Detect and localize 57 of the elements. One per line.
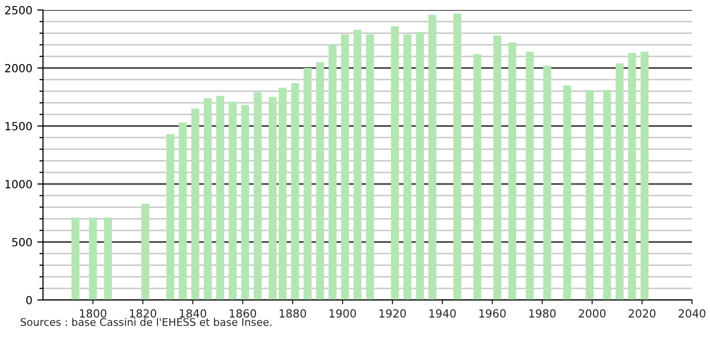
x-tick-label: 1840 [180, 309, 206, 318]
bar [104, 218, 112, 300]
bar [416, 32, 424, 300]
bar [316, 62, 324, 300]
x-tick-label: 1960 [479, 309, 506, 318]
bar [508, 42, 516, 300]
bar [178, 122, 187, 300]
x-tick-label: 1900 [330, 309, 356, 318]
bar [88, 218, 97, 300]
x-tick-label: 1880 [280, 309, 306, 318]
x-tick-label: 2000 [578, 309, 606, 318]
x-tick-label: 1940 [429, 309, 456, 318]
x-tick-label: 1980 [529, 309, 556, 318]
x-tick-label: 1920 [380, 309, 406, 318]
bar [341, 34, 350, 300]
bar [366, 34, 374, 300]
y-tick-label: 1500 [6, 122, 32, 130]
bar [526, 52, 534, 300]
x-tick-label: 1860 [230, 309, 256, 318]
bar [390, 26, 399, 300]
y-tick-label: 500 [12, 238, 32, 246]
bar [141, 204, 150, 300]
bar [304, 68, 312, 300]
bar [586, 90, 594, 300]
x-tick-label: 2020 [628, 309, 656, 318]
bar [191, 108, 200, 300]
bar [278, 88, 287, 300]
bar [291, 83, 300, 300]
y-tick-label: 0 [26, 296, 32, 304]
bar [241, 105, 250, 300]
bar [543, 66, 552, 300]
bar [354, 30, 362, 300]
bar [493, 36, 502, 300]
source-note: Sources : base Cassini de l'EHESS et base Insee. [20, 318, 272, 326]
bar [254, 92, 262, 300]
bar [563, 85, 572, 300]
bar [640, 52, 649, 300]
y-tick-label: 2000 [5, 64, 32, 72]
bar [71, 218, 80, 300]
bar [603, 90, 612, 300]
y-tick-label: 1000 [6, 180, 32, 188]
bar [453, 13, 462, 300]
x-tick-label: 1820 [130, 309, 156, 318]
y-tick-label: 2500 [5, 6, 32, 14]
bar [204, 98, 212, 300]
bar [166, 134, 174, 300]
x-tick-label: 1800 [80, 309, 106, 318]
bar [628, 52, 636, 300]
bar [473, 54, 482, 300]
bar [403, 34, 412, 300]
x-tick-label: 2040 [678, 309, 706, 318]
bar [268, 97, 277, 300]
bar [616, 63, 624, 300]
bar [328, 44, 337, 300]
bar [216, 96, 224, 300]
bar [228, 102, 237, 300]
bar [428, 14, 436, 300]
